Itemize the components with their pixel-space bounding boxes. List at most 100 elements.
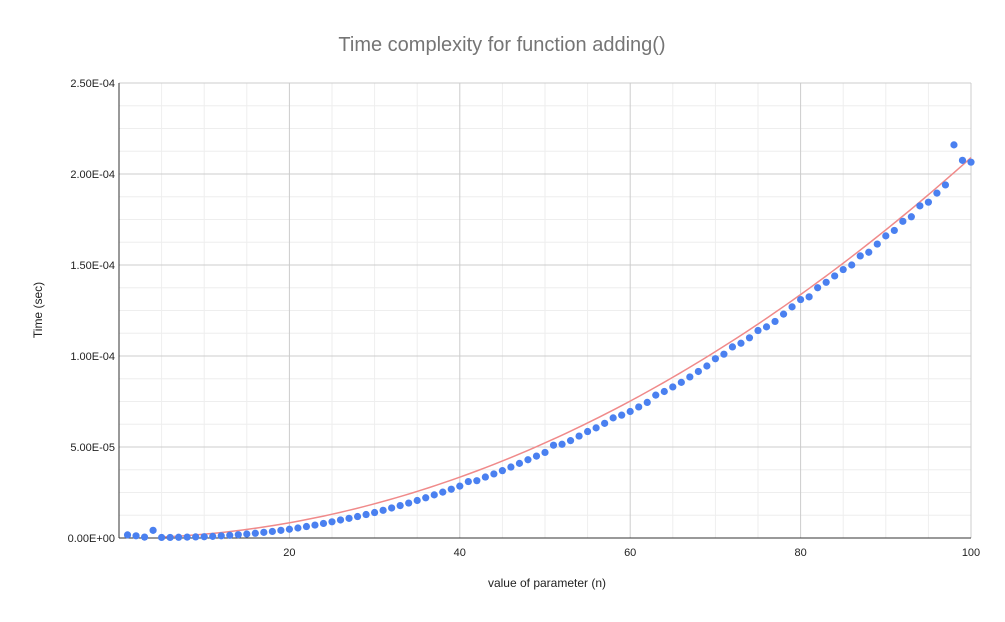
data-point: [941, 181, 950, 189]
data-point: [439, 488, 447, 496]
data-point: [694, 367, 702, 376]
data-point: [822, 278, 830, 286]
data-point: [481, 473, 489, 481]
data-point: [532, 452, 541, 460]
trendline: [161, 157, 972, 538]
data-point: [728, 343, 737, 351]
data-point: [234, 531, 242, 539]
data-point: [175, 533, 183, 541]
data-point: [575, 432, 583, 440]
data-point: [558, 440, 566, 448]
data-points: [123, 141, 975, 542]
x-tick-label: 40: [454, 547, 466, 559]
data-point: [882, 232, 890, 240]
data-point: [319, 519, 328, 528]
grid: [119, 82, 972, 538]
data-point: [515, 459, 524, 467]
y-tick-label: 5.00E-05: [70, 442, 115, 454]
y-tick-label: 1.00E-04: [70, 351, 115, 363]
data-point: [686, 373, 694, 381]
data-point: [464, 477, 472, 486]
data-point: [183, 533, 191, 541]
data-point: [771, 317, 779, 326]
data-point: [805, 293, 813, 301]
data-point: [873, 240, 881, 248]
data-point: [302, 522, 311, 531]
data-point: [268, 527, 276, 536]
data-point: [388, 504, 396, 512]
data-point: [762, 323, 771, 331]
data-point: [856, 252, 864, 260]
data-point: [609, 414, 617, 422]
data-point: [660, 387, 668, 396]
data-point: [541, 448, 549, 457]
data-point: [643, 398, 651, 407]
data-point: [498, 467, 506, 475]
data-point: [430, 491, 438, 499]
data-point: [592, 424, 600, 432]
data-point: [566, 437, 575, 445]
x-tick-label: 20: [283, 547, 295, 559]
data-point: [353, 512, 362, 521]
data-point: [209, 532, 217, 540]
data-point: [720, 350, 728, 358]
data-point: [890, 226, 898, 235]
y-tick-label: 2.00E-04: [70, 169, 115, 181]
data-point: [601, 419, 609, 427]
data-point: [737, 339, 745, 347]
data-point: [396, 502, 404, 510]
chart-title: Time complexity for function adding(): [338, 34, 665, 56]
data-point: [779, 310, 788, 318]
data-point: [336, 516, 345, 524]
x-axis-label: value of parameter (n): [488, 576, 606, 590]
data-point: [549, 441, 558, 449]
data-point: [865, 248, 873, 256]
data-point: [584, 427, 592, 436]
data-point: [473, 477, 481, 485]
data-point: [788, 303, 796, 311]
x-tick-label: 80: [794, 547, 806, 559]
data-point: [618, 411, 626, 419]
data-point: [140, 533, 149, 541]
data-point: [285, 525, 293, 533]
data-point: [447, 485, 455, 493]
data-point: [192, 533, 200, 541]
y-tick-label: 0.00E+00: [68, 533, 115, 545]
data-point: [933, 189, 941, 197]
data-point: [277, 526, 285, 534]
data-point: [703, 362, 711, 370]
data-point: [967, 158, 975, 166]
data-point: [814, 284, 822, 292]
data-point: [217, 532, 225, 540]
y-axis-label: Time (sec): [31, 282, 45, 338]
data-point: [507, 463, 515, 471]
data-point: [251, 529, 259, 537]
data-point: [797, 295, 805, 304]
data-point: [524, 456, 532, 464]
trendline-layer: [161, 157, 972, 538]
data-point: [328, 518, 336, 526]
data-point: [754, 326, 762, 335]
data-point: [405, 499, 413, 507]
data-point: [362, 510, 370, 519]
data-point: [848, 261, 856, 269]
data-point: [226, 531, 234, 539]
data-point: [456, 482, 464, 490]
data-point: [311, 521, 319, 529]
data-point: [422, 494, 430, 502]
data-point: [924, 198, 933, 206]
axes: [118, 83, 971, 539]
data-point: [669, 383, 677, 391]
data-point: [166, 533, 174, 542]
data-point: [652, 391, 660, 399]
data-point: [260, 528, 268, 536]
y-tick-label: 2.50E-04: [70, 78, 115, 90]
data-point: [677, 378, 685, 386]
data-point: [413, 496, 421, 505]
y-tick-label: 1.50E-04: [70, 260, 115, 272]
tick-labels: 20 40 60 80 100 0.00E+00 5.00E-05 1.00E-04 1.50E…: [68, 78, 981, 559]
x-tick-label: 60: [624, 547, 636, 559]
data-point: [379, 506, 387, 514]
